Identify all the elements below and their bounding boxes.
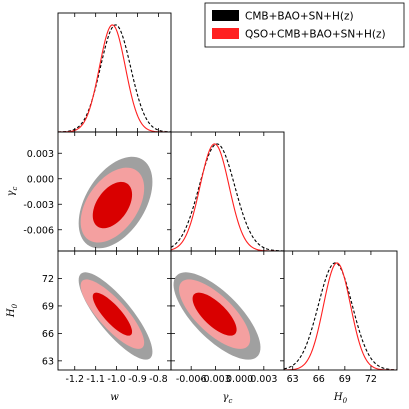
marginal-curve-qso <box>284 262 397 370</box>
panel-frame <box>57 12 172 133</box>
marginal-curve-cmb <box>58 24 171 132</box>
contour-panel-w-H0 <box>78 272 153 360</box>
y-tick-label-H0: 69 <box>42 301 54 312</box>
legend-label-qso: QSO+CMB+BAO+SN+H(z) <box>245 29 386 41</box>
x-tick-label-gamma_c: -0.006 <box>176 374 207 385</box>
legend: CMB+BAO+SN+H(z) QSO+CMB+BAO+SN+H(z) <box>204 2 405 48</box>
contour-qso-68 <box>192 292 237 336</box>
legend-swatch-cmb <box>212 10 239 21</box>
y-axis-label-sub: c <box>11 186 19 190</box>
x-axis-label-w: w <box>110 392 119 403</box>
x-axis-label-sub: 0 <box>343 397 348 405</box>
x-tick-label-gamma_c: 0.000 <box>226 374 253 385</box>
x-tick-label-w: -0.8 <box>149 374 168 385</box>
x-axis-label-main: γ <box>223 392 229 403</box>
y-axis-label-H0: H0 <box>6 303 19 318</box>
y-axis-label-main: γ <box>6 190 17 196</box>
y-tick-label-gamma_c: -0.003 <box>23 200 54 211</box>
x-axis-label-main: w <box>110 392 119 403</box>
x-axis-label-H0: H0 <box>333 392 348 405</box>
marginal-panel-H0 <box>284 262 397 370</box>
marginal-curve-cmb <box>171 143 284 251</box>
y-axis-label-main: H <box>6 308 17 318</box>
x-axis-label-sub: c <box>229 397 233 405</box>
legend-label-cmb: CMB+BAO+SN+H(z) <box>245 11 354 23</box>
x-axis-label-main: H <box>333 392 343 403</box>
contour-panel-gamma_c-H0 <box>173 272 261 360</box>
contour-qso-68 <box>92 181 133 229</box>
y-tick-label-gamma_c: 0.000 <box>27 174 54 185</box>
panel-frame <box>283 250 398 371</box>
y-tick-label-H0: 72 <box>42 274 54 285</box>
marginal-curve-qso <box>58 24 171 132</box>
y-tick-label-gamma_c: 0.003 <box>27 149 54 160</box>
x-tick-label-w: -1.2 <box>65 374 84 385</box>
x-tick-label-w: -0.9 <box>128 374 147 385</box>
x-tick-label-w: -1.0 <box>107 374 126 385</box>
x-tick-label-H0: 69 <box>339 374 351 385</box>
marginal-panel-w <box>58 24 171 132</box>
marginal-curve-cmb <box>284 262 397 370</box>
x-tick-label-gamma_c: -0.003 <box>200 374 231 385</box>
x-tick-label-H0: 63 <box>287 374 299 385</box>
y-tick-label-H0: 66 <box>42 329 54 340</box>
panels-layer: -1.2 -1.1 -1.0 -0.9 -0.8w-0.006-0.0030.0000.… <box>6 12 398 405</box>
x-axis-label-gamma_c: γc <box>223 392 233 405</box>
x-tick-label-w: -1.1 <box>86 374 105 385</box>
y-axis-label-sub: 0 <box>11 303 19 308</box>
y-tick-label-H0: 63 <box>42 356 54 367</box>
x-tick-label-H0: 72 <box>365 374 377 385</box>
legend-swatch-qso <box>212 28 239 39</box>
marginal-panel-gamma_c <box>171 143 284 251</box>
x-tick-label-H0: 66 <box>313 374 325 385</box>
y-axis-label-gamma_c: γc <box>6 186 19 196</box>
y-tick-label-gamma_c: -0.006 <box>23 225 54 236</box>
contour-qso-68 <box>92 292 133 336</box>
x-tick-label-gamma_c: 0.003 <box>250 374 277 385</box>
panel-frame <box>170 131 285 252</box>
contour-panel-w-gamma_c <box>78 156 153 249</box>
